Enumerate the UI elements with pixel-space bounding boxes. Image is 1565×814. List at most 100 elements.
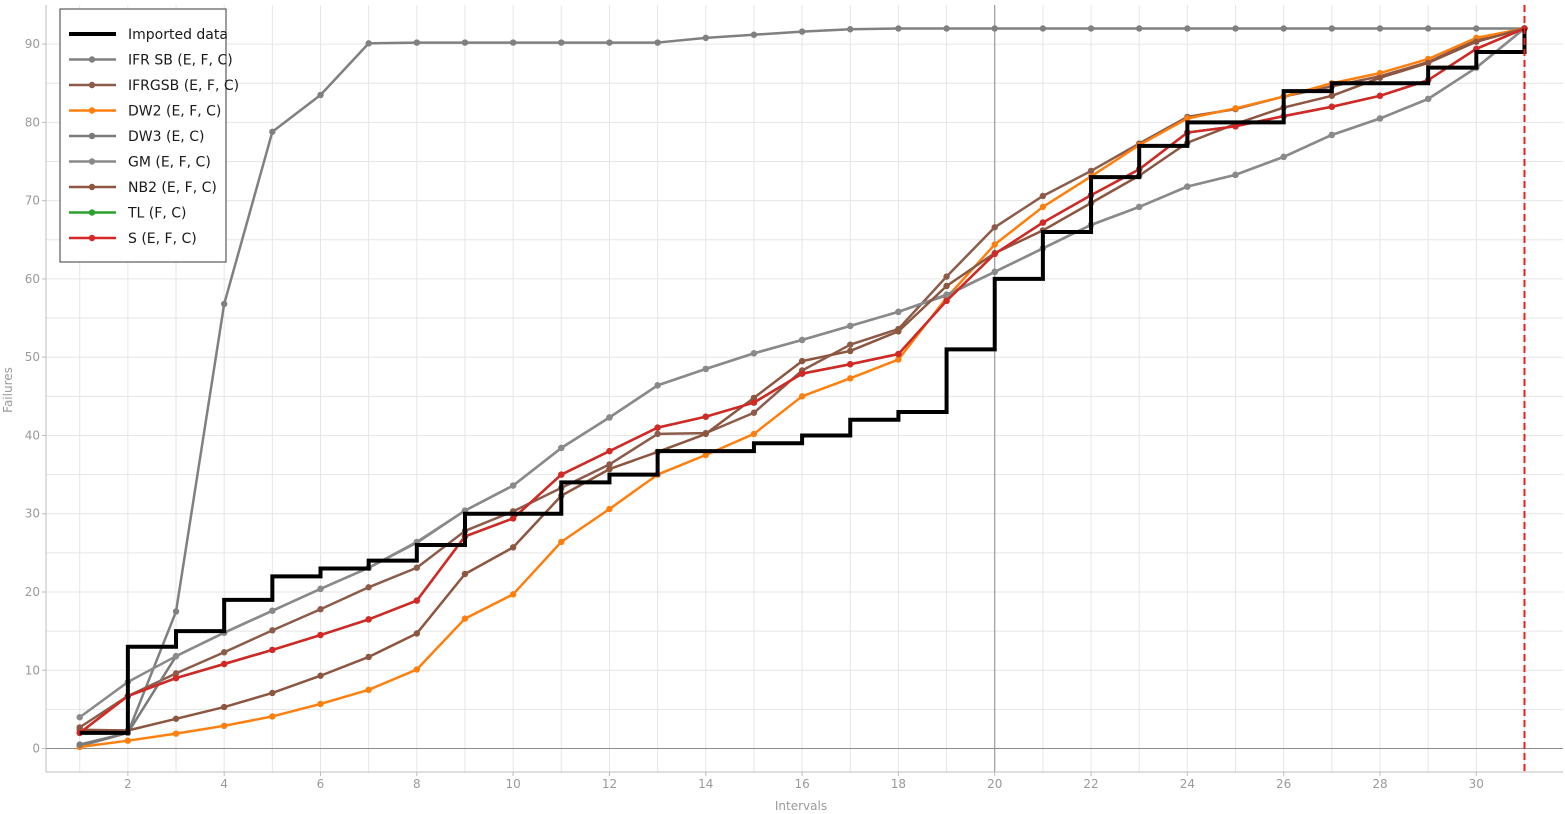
series-point	[1280, 25, 1287, 32]
series-group	[76, 25, 1528, 750]
x-tick-label: 12	[602, 777, 617, 791]
series-point	[269, 646, 276, 654]
legend-label: Imported data	[128, 27, 228, 43]
series-point	[847, 341, 854, 348]
series-point	[606, 414, 613, 421]
series-point	[847, 375, 854, 382]
x-tick-label: 26	[1276, 777, 1291, 791]
series-point	[1232, 123, 1239, 130]
series-point	[895, 356, 902, 363]
legend-swatch-marker	[88, 132, 96, 140]
series-point	[172, 608, 180, 615]
legend-label: IFRGSB (E, F, C)	[128, 78, 239, 94]
legend-swatch-marker	[88, 81, 96, 89]
series-point	[1039, 219, 1047, 226]
legend-label: DW3 (E, C)	[128, 129, 204, 145]
x-tick-label: 22	[1083, 777, 1098, 791]
series-point	[558, 471, 565, 478]
series-point	[1424, 95, 1432, 103]
series-point	[895, 308, 902, 315]
legend-swatch-marker	[88, 107, 96, 114]
grid	[46, 5, 1563, 772]
y-tick-label: 20	[25, 585, 40, 599]
series-point	[413, 564, 421, 571]
series-point	[317, 700, 324, 708]
y-tick-label: 30	[25, 507, 40, 521]
series-point	[1473, 25, 1480, 32]
series-point	[847, 361, 854, 368]
series-point	[1424, 59, 1432, 67]
series-point	[1424, 25, 1432, 32]
series-point	[76, 741, 83, 748]
series-point	[1376, 25, 1384, 32]
series-point	[750, 399, 758, 406]
series-point	[1328, 131, 1336, 139]
series-point	[606, 447, 613, 455]
series-point	[509, 482, 517, 489]
series-point	[76, 714, 83, 721]
series-point	[220, 649, 228, 656]
series-point	[509, 515, 517, 522]
series-point	[124, 737, 132, 744]
legend-swatch-marker	[88, 158, 96, 165]
series-point	[895, 350, 902, 358]
series-point	[991, 250, 998, 258]
series-point	[413, 630, 421, 637]
y-tick-label: 50	[25, 350, 40, 364]
legend-label: GM (E, F, C)	[128, 155, 211, 171]
series-area	[76, 5, 1528, 772]
series-point	[461, 39, 469, 46]
series-point	[943, 297, 950, 305]
series-point	[1473, 38, 1480, 45]
y-tick-label: 90	[25, 37, 40, 51]
series-point	[1039, 25, 1047, 32]
series-point	[606, 39, 613, 46]
series-point	[1136, 25, 1143, 32]
series-point	[750, 409, 758, 416]
series-point	[365, 653, 372, 661]
series-point	[847, 347, 854, 355]
x-tick-label: 18	[891, 777, 906, 791]
series-point	[461, 615, 469, 622]
series-point	[1376, 92, 1384, 99]
x-tick-label: 24	[1180, 777, 1195, 791]
series-point	[895, 328, 902, 335]
series-point	[654, 424, 661, 431]
series-point	[798, 393, 806, 400]
series-point	[702, 430, 709, 438]
series-point	[220, 722, 228, 730]
series-point	[558, 538, 565, 546]
series-point	[606, 461, 613, 468]
series-point	[654, 39, 661, 46]
legend-label: NB2 (E, F, C)	[128, 180, 217, 196]
series-point	[365, 686, 372, 694]
series-point	[365, 584, 372, 591]
series-point	[1280, 153, 1287, 161]
series-point	[1184, 183, 1191, 190]
series-point	[317, 631, 324, 639]
series-point	[654, 430, 661, 438]
series-point	[991, 25, 998, 32]
series-point	[269, 128, 276, 135]
series-point	[798, 357, 806, 365]
series-point	[1328, 103, 1336, 110]
series-point	[413, 666, 421, 673]
series-group	[76, 25, 1528, 721]
series-point	[798, 28, 806, 35]
legend-swatch-marker	[88, 183, 96, 191]
legend-label: S (E, F, C)	[128, 231, 197, 247]
series-point	[1376, 69, 1384, 77]
series-point	[509, 591, 517, 598]
series-point	[702, 34, 709, 42]
series-point	[750, 430, 758, 438]
series-point	[172, 652, 180, 660]
series-point	[269, 713, 276, 720]
series-point	[220, 703, 228, 711]
x-tick-label: 10	[505, 777, 520, 791]
series-point	[702, 413, 709, 420]
x-tick-label: 28	[1372, 777, 1387, 791]
axes: 2 4 6 8 10 12 14 16 18 20 22 24 26 28 3001020304050607…	[25, 5, 1563, 791]
x-tick-label: 6	[317, 777, 325, 791]
series-point	[943, 291, 950, 298]
